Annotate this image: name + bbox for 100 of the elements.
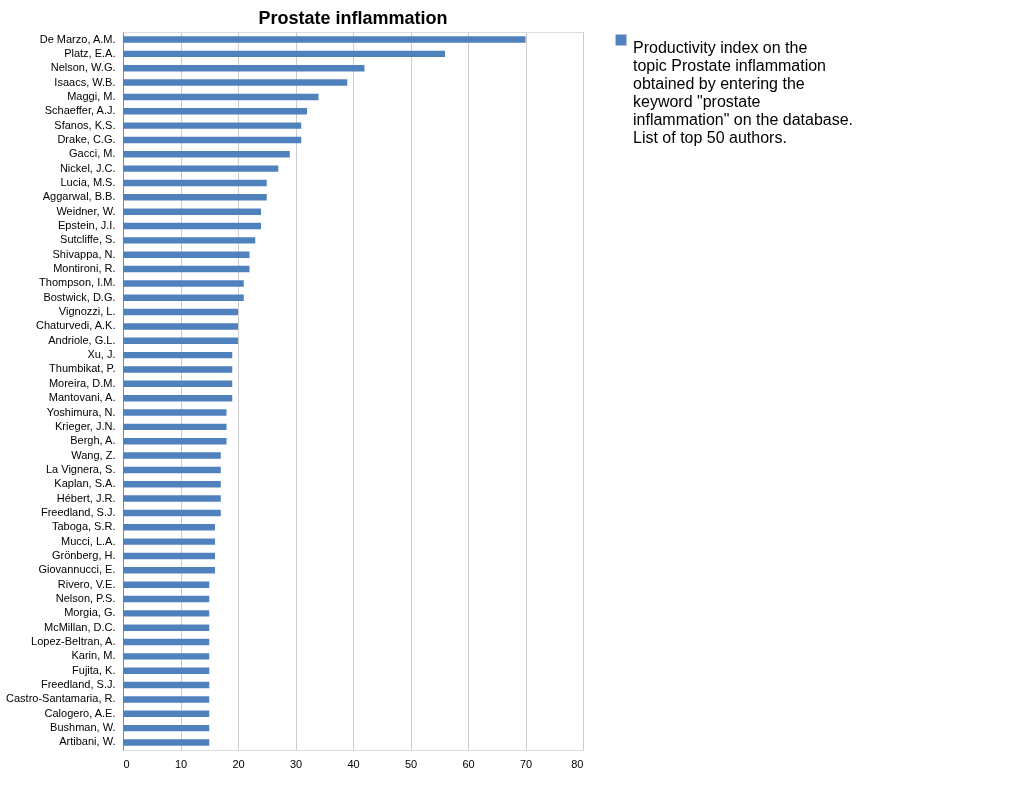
y-tick-label: La Vignera, S. [45, 462, 116, 475]
y-tick-label: Nelson, P.S. [55, 592, 116, 605]
y-tick-label: Wang, Z. [71, 448, 116, 461]
y-tick-label: Lucia, M.S. [60, 175, 116, 188]
bar [123, 222, 261, 230]
y-tick-label: Morgia, G. [64, 606, 116, 619]
y-tick-label: Platz, E.A. [64, 46, 116, 59]
y-tick-label: Shivappa, N. [52, 247, 116, 260]
bar [123, 624, 210, 631]
y-tick-label: Nickel, J.C. [59, 161, 116, 174]
y-tick-label: McMillan, D.C. [43, 620, 116, 633]
bar [123, 681, 210, 689]
x-tick-label: 50 [404, 757, 418, 770]
bar [123, 452, 221, 459]
y-tick-label: Bostwick, D.G. [43, 290, 116, 303]
bar [123, 409, 227, 416]
y-tick-label: Gacci, M. [69, 147, 116, 160]
bar [123, 351, 233, 359]
x-tick-label: 40 [347, 757, 360, 770]
x-tick-label: 80 [571, 757, 584, 770]
bar [123, 108, 307, 115]
x-tick-label: 30 [289, 757, 303, 770]
y-tick-label: Krieger, J.N. [54, 419, 116, 432]
chart-title: Prostate inflammation [258, 8, 448, 28]
bar [123, 581, 210, 588]
y-tick-label: Bushman, W. [50, 721, 116, 734]
bar [123, 280, 244, 287]
bar [123, 337, 238, 345]
y-tick-label: Thompson, I.M. [39, 276, 116, 289]
y-tick-label: Karin, M. [71, 649, 116, 662]
y-tick-label: Mucci, L.A. [61, 534, 116, 547]
y-tick-label: Thumbikat, P. [49, 362, 116, 375]
y-tick-label: Schaeffer, A.J. [44, 104, 116, 117]
bar [123, 481, 221, 488]
bar [123, 724, 210, 732]
y-tick-label: Castro-Santamaria, R. [6, 692, 116, 705]
y-tick-label: Epstein, J.I. [58, 219, 116, 232]
y-tick-label: Andriole, G.L. [48, 333, 116, 346]
bar [123, 65, 365, 72]
bar [123, 36, 526, 43]
bar [123, 208, 261, 215]
bar [123, 50, 445, 58]
bar [123, 179, 267, 187]
bar [123, 437, 227, 445]
bar [123, 294, 244, 301]
bar [123, 538, 215, 545]
x-tick-label: 20 [232, 757, 245, 770]
y-tick-label: Rivero, V.E. [57, 577, 116, 590]
y-tick-label: Yoshimura, N. [46, 405, 116, 418]
y-tick-label: Artibani, W. [59, 735, 116, 748]
bar [123, 122, 302, 129]
y-tick-label: Sutcliffe, S. [60, 233, 116, 246]
bar [123, 151, 290, 158]
y-tick-label: Isaacs, W.B. [54, 75, 116, 88]
y-tick-label: Chaturvedi, A.K. [36, 319, 116, 332]
y-tick-label: Aggarwal, B.B. [42, 190, 116, 203]
bar [123, 610, 210, 617]
bar [123, 653, 210, 660]
bar [123, 237, 256, 244]
bar [123, 667, 210, 674]
bar [123, 524, 215, 531]
y-tick-label: Xu, J. [87, 348, 116, 361]
x-tick-label: 0 [123, 757, 130, 770]
y-tick-label: Nelson, W.G. [50, 61, 116, 74]
y-tick-label: Bergh, A. [70, 434, 116, 447]
bar [123, 93, 319, 101]
x-tick-label: 60 [462, 757, 475, 770]
y-tick-label: Taboga, S.R. [51, 520, 116, 533]
bar [123, 251, 250, 258]
y-tick-label: Grönberg, H. [51, 548, 116, 561]
bar [123, 165, 279, 172]
bar [123, 394, 233, 402]
y-tick-label: Vignozzi, L. [58, 305, 116, 318]
x-tick-label: 10 [174, 757, 188, 770]
bar [123, 323, 238, 330]
bar [123, 710, 210, 717]
bar [123, 423, 227, 431]
y-tick-label: Weidner, W. [56, 204, 116, 217]
y-tick-label: Maggi, M. [67, 89, 116, 102]
y-tick-label: Kaplan, S.A. [54, 477, 116, 490]
bar [123, 595, 210, 603]
y-tick-label: Calogero, A.E. [44, 706, 116, 719]
bar [123, 567, 215, 574]
bar [123, 696, 210, 703]
y-tick-label: Lopez-Beltran, A. [31, 635, 116, 648]
bar [123, 466, 221, 474]
y-tick-label: Moreira, D.M. [48, 376, 116, 389]
y-tick-label: Drake, C.G. [57, 132, 116, 145]
bar [123, 136, 302, 144]
y-tick-label: Mantovani, A. [48, 391, 116, 404]
y-tick-label: Montironi, R. [53, 262, 116, 275]
bar [123, 194, 267, 201]
bar [123, 495, 221, 502]
legend-label: Productivity index on the topic Prostate inflammation obtained by entering the keyword "prostate inflammation" on the database. List of top 50 authors. [633, 39, 854, 146]
bar [123, 79, 348, 86]
y-tick-label: Freedland, S.J. [40, 678, 116, 691]
bar [123, 366, 233, 373]
y-tick-label: Freedland, S.J. [40, 505, 116, 518]
y-tick-label: Giovannucci, E. [38, 563, 116, 576]
y-tick-label: Hébert, J.R. [56, 491, 116, 504]
